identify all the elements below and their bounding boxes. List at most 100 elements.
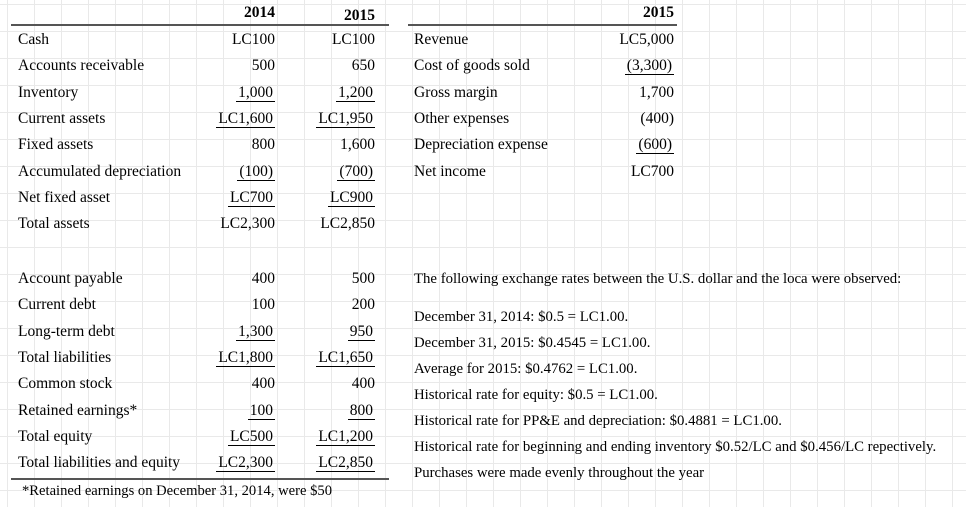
cell-text: LC700: [227, 188, 275, 207]
row-label: Total liabilities: [18, 349, 112, 367]
row-value: LC1,200: [289, 427, 389, 446]
row-value: 100: [189, 401, 289, 420]
cell-text: 500: [251, 57, 275, 75]
cell-text: 1,200: [336, 83, 375, 102]
cell-text: LC2,850: [320, 215, 375, 233]
notes-lines: December 31, 2014: $0.5 = LC1.00. Decembe…: [414, 304, 966, 486]
row-value: LC700: [189, 188, 289, 207]
cell-text: 1,600: [340, 136, 375, 154]
row-value: 1,600: [289, 136, 389, 154]
table-row: Net fixed asset LC700 LC900: [11, 185, 389, 211]
row-value: LC1,950: [289, 110, 389, 129]
cell-text: LC500: [227, 427, 275, 446]
cell-text: 1,700: [639, 83, 674, 101]
row-label: Long-term debt: [18, 322, 115, 340]
cell-text: 500: [351, 270, 375, 288]
row-label: Net income: [414, 162, 486, 180]
cell-text: 400: [251, 270, 275, 288]
notes-intro-line: The following exchange rates between the…: [414, 271, 902, 287]
cell-text: LC100: [331, 31, 375, 49]
table-row: Current assets LC1,600 LC1,950: [11, 106, 389, 132]
row-value: LC500: [189, 427, 289, 446]
row-label: Retained earnings*: [18, 401, 138, 419]
row-value: 1,300: [189, 322, 289, 341]
table-row: Net income LC700: [408, 158, 677, 184]
column-header-2014: 2014: [244, 4, 275, 21]
row-label: Depreciation expense: [414, 136, 548, 154]
cell-text: 400: [251, 375, 275, 393]
table-row: Fixed assets 800 1,600: [11, 132, 389, 158]
retained-earnings-footnote: *Retained earnings on December 31, 2014,…: [22, 483, 333, 499]
row-value: LC2,850: [289, 215, 389, 233]
row-value: 500: [189, 57, 289, 75]
row-label: Net fixed asset: [18, 188, 111, 206]
row-value: 1,700: [582, 84, 677, 102]
note-line: Historical rate for beginning and ending…: [414, 439, 937, 455]
row-value: 500: [289, 270, 389, 288]
row-label: Fixed assets: [18, 136, 94, 154]
row-label: Current assets: [18, 110, 106, 128]
row-value: 800: [289, 401, 389, 420]
cell-text: 950: [347, 322, 375, 341]
cell-text: 800: [347, 401, 375, 420]
row-value: LC1,600: [189, 110, 289, 129]
cell-text: (100): [237, 162, 275, 181]
column-header-2015-cell: 2015: [289, 4, 389, 24]
cell-text: LC2,300: [220, 215, 275, 233]
note-line: Historical rate for PP&E and depreciatio…: [414, 413, 782, 429]
cell-text: LC1,200: [316, 427, 375, 446]
row-label: Revenue: [414, 31, 469, 49]
row-label: Total assets: [18, 215, 90, 233]
liabilities-equity-section: Account payable 400 500 Current debt 100 200 L…: [11, 266, 389, 481]
table-row: Total equity LC500 LC1,200: [11, 424, 389, 450]
cell-text: LC1,950: [316, 110, 375, 129]
note-line: December 31, 2014: $0.5 = LC1.00.: [414, 309, 629, 325]
table-row: Long-term debt 1,300 950: [11, 319, 389, 345]
table-row: Cost of goods sold (3,300): [408, 53, 677, 79]
cell-text: 800: [251, 136, 275, 154]
cell-text: 100: [247, 401, 275, 420]
table-row: Revenue LC5,000: [408, 27, 677, 53]
row-value: LC2,850: [289, 454, 389, 473]
income-statement-rows: Revenue LC5,000 Cost of goods sold (3,300) G…: [408, 27, 677, 185]
cell-text: LC100: [231, 31, 275, 49]
cell-text: LC1,800: [216, 349, 275, 368]
table-row: Total assets LC2,300 LC2,850: [11, 211, 389, 237]
cell-text: 400: [351, 375, 375, 393]
cell-text: LC2,850: [316, 454, 375, 473]
income-statement-header-row: 2015: [408, 0, 677, 26]
cell-text: LC1,650: [316, 349, 375, 368]
row-label: Accounts receivable: [18, 57, 145, 75]
table-row: Current debt 100 200: [11, 292, 389, 318]
column-header-2015-income: 2015: [643, 4, 674, 21]
cell-text: (400): [640, 110, 674, 128]
cell-text: 100: [251, 296, 275, 314]
row-value: LC2,300: [189, 215, 289, 233]
row-value: 650: [289, 57, 389, 75]
cell-text: (600): [636, 136, 674, 155]
row-value: 400: [289, 375, 389, 393]
exchange-rate-notes: The following exchange rates between the…: [414, 270, 966, 486]
note-line: Historical rate for equity: $0.5 = LC1.0…: [414, 387, 658, 403]
note-line: December 31, 2015: $0.4545 = LC1.00.: [414, 335, 651, 351]
header-spacer: [408, 22, 582, 24]
cell-text: LC5,000: [619, 31, 674, 49]
cell-text: (700): [337, 162, 375, 181]
row-label: Account payable: [18, 270, 123, 288]
cell-text: 200: [351, 296, 375, 314]
row-value: 1,200: [289, 83, 389, 102]
row-label: Common stock: [18, 375, 113, 393]
header-spacer: [11, 22, 189, 24]
row-value: 400: [189, 270, 289, 288]
row-value: LC2,300: [189, 454, 289, 473]
row-value: LC1,800: [189, 349, 289, 368]
row-value: 800: [189, 136, 289, 154]
row-label: Total equity: [18, 427, 93, 445]
table-row: Depreciation expense (600): [408, 132, 677, 158]
row-value: (600): [582, 136, 677, 155]
table-row: Accumulated depreciation (100) (700): [11, 158, 389, 184]
cell-text: LC700: [630, 162, 674, 180]
table-row: Accounts receivable 500 650: [11, 53, 389, 79]
cell-text: LC1,600: [216, 110, 275, 129]
